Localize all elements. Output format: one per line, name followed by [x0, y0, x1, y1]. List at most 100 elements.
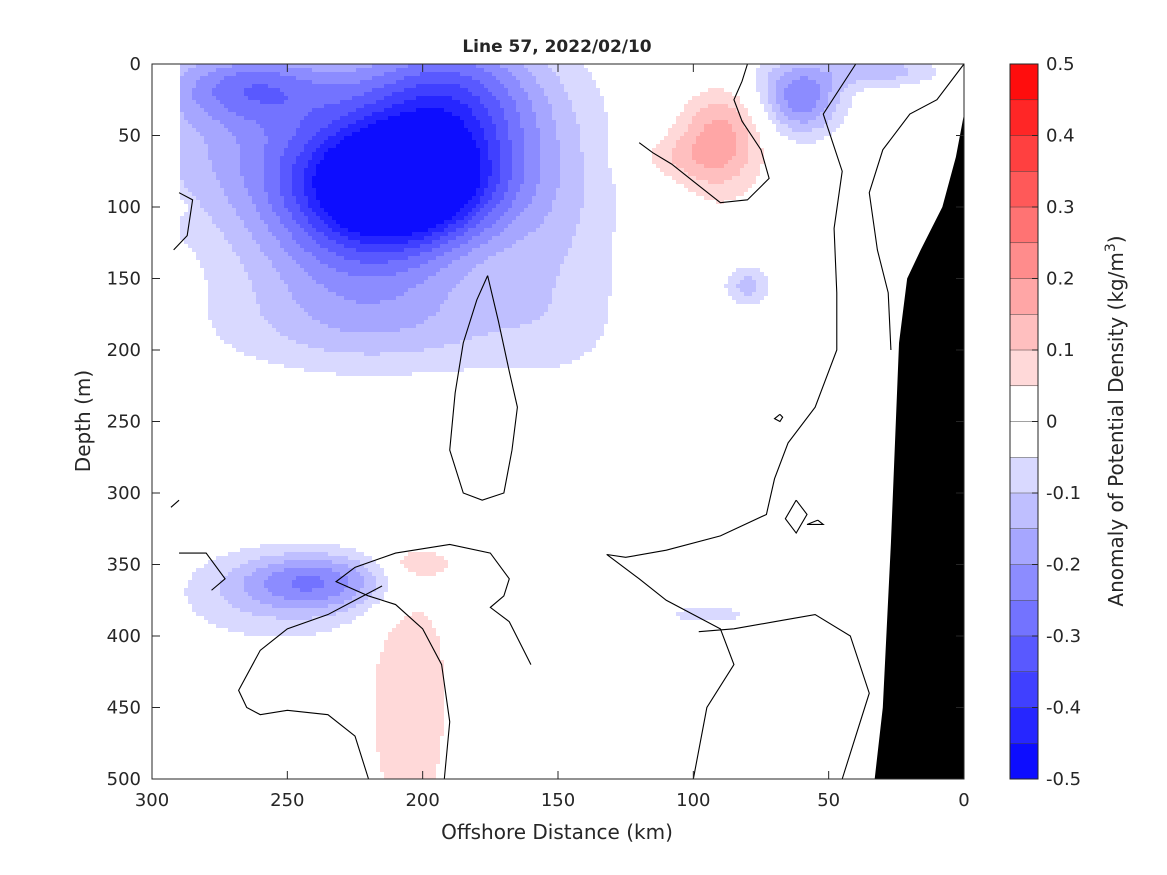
heatmap-cell: [840, 96, 852, 100]
heatmap-cell: [376, 716, 444, 720]
heatmap-cell: [552, 204, 584, 208]
heatmap-cell: [280, 240, 296, 244]
heatmap-cell: [348, 228, 428, 232]
x-axis-ticks: 300 250 200 150 100 50 0: [135, 64, 970, 811]
heatmap-cell: [696, 160, 728, 164]
heatmap-cell: [240, 144, 264, 148]
heatmap-cell: [508, 124, 520, 128]
heatmap-cell: [284, 204, 300, 208]
heatmap-cell: [728, 280, 740, 284]
heatmap-cell: [540, 168, 560, 172]
heatmap-cell: [748, 148, 764, 152]
heatmap-cell: [208, 284, 252, 288]
heatmap-cell: [316, 196, 472, 200]
heatmap-cell: [676, 120, 692, 124]
heatmap-cell: [340, 592, 356, 596]
heatmap-cell: [208, 148, 240, 152]
colorbar-tick-label: 0.2: [1046, 269, 1075, 290]
heatmap-cell: [236, 252, 264, 256]
heatmap-cell: [672, 160, 696, 164]
heatmap-cell: [768, 88, 776, 92]
heatmap-cell: [780, 104, 788, 108]
heatmap-cell: [704, 128, 732, 132]
heatmap-cell: [512, 168, 524, 172]
heatmap-cell: [208, 296, 256, 300]
heatmap-cell: [288, 284, 324, 288]
zero-contour: [237, 585, 383, 780]
heatmap-cell: [472, 76, 496, 80]
heatmap-cell: [788, 104, 816, 108]
heatmap-cell: [240, 260, 272, 264]
heatmap-cell: [280, 180, 292, 184]
heatmap-cell: [672, 156, 692, 160]
heatmap-cell: [408, 568, 444, 572]
heatmap-cell: [304, 180, 312, 184]
heatmap-cell: [772, 120, 780, 124]
heatmap-cell: [748, 160, 764, 164]
heatmap-cell: [360, 260, 388, 264]
heatmap-cell: [244, 588, 268, 592]
heatmap-cell: [348, 112, 372, 116]
heatmap-cell: [496, 128, 508, 132]
heatmap-cell: [380, 652, 440, 656]
heatmap-cell: [540, 316, 608, 320]
heatmap-cell: [312, 236, 328, 240]
heatmap-cell: [672, 176, 696, 180]
heatmap-cell: [260, 308, 304, 312]
heatmap-cell: [520, 184, 536, 188]
heatmap-cell: [424, 348, 592, 352]
heatmap-cell: [328, 604, 356, 608]
colorbar-segment: [1010, 493, 1038, 530]
heatmap-cell: [212, 92, 244, 96]
heatmap-cell: [368, 124, 464, 128]
heatmap-cell: [684, 184, 752, 188]
heatmap-cell: [364, 600, 380, 604]
heatmap-cell: [296, 132, 316, 136]
heatmap-cell: [224, 596, 252, 600]
colorbar-tick-label: -0.5: [1046, 769, 1081, 790]
heatmap-cell: [372, 112, 400, 116]
heatmap-cell: [572, 240, 612, 244]
heatmap-cell: [460, 256, 488, 260]
heatmap-cell: [216, 224, 244, 228]
heatmap-cell: [500, 100, 516, 104]
colorbar-segment: [1010, 636, 1038, 673]
heatmap-cell: [404, 556, 444, 560]
heatmap-cell: [196, 196, 228, 200]
heatmap-cell: [740, 116, 752, 120]
heatmap-cell: [672, 124, 688, 128]
heatmap-cell: [224, 104, 324, 108]
heatmap-cell: [180, 64, 196, 68]
heatmap-cell: [560, 180, 584, 184]
heatmap-cell: [504, 192, 516, 196]
heatmap-cell: [492, 236, 524, 240]
heatmap-cell: [744, 120, 752, 124]
chart-title: Line 57, 2022/02/10: [462, 37, 651, 57]
heatmap-cell: [688, 100, 740, 104]
heatmap-cell: [376, 740, 440, 744]
heatmap-cell: [240, 168, 264, 172]
heatmap-cell: [232, 344, 308, 348]
y-tick-label: 100: [107, 197, 141, 218]
heatmap-cell: [488, 180, 500, 184]
heatmap-cell: [668, 128, 688, 132]
heatmap-cell: [204, 136, 236, 140]
heatmap-cell: [704, 124, 732, 128]
heatmap-cell: [748, 128, 756, 132]
heatmap-cell: [772, 68, 792, 72]
heatmap-cell: [244, 264, 272, 268]
heatmap-cell: [272, 592, 340, 596]
heatmap-cell: [252, 236, 276, 240]
heatmap-cell: [756, 80, 768, 84]
heatmap-cell: [256, 240, 280, 244]
heatmap-cell: [364, 576, 376, 580]
heatmap-cell: [776, 100, 788, 104]
heatmap-cell: [684, 104, 708, 108]
heatmap-cell: [744, 164, 760, 168]
heatmap-cell: [292, 580, 324, 584]
heatmap-cell: [476, 64, 500, 68]
heatmap-cell: [312, 276, 428, 280]
heatmap-cell: [324, 208, 460, 212]
heatmap-cell: [348, 580, 364, 584]
heatmap-cell: [304, 168, 316, 172]
